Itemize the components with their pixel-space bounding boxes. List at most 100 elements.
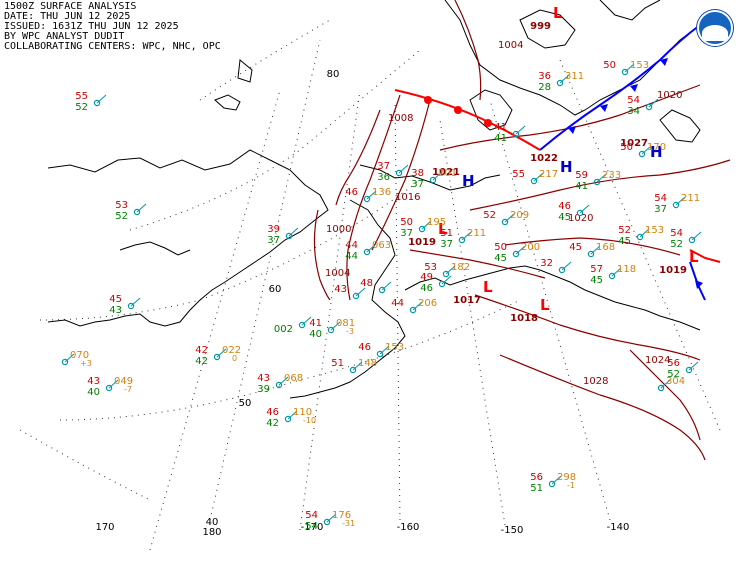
station-pressure: 022: [222, 345, 241, 356]
station-circle: [429, 176, 437, 184]
station-dewpoint: 52: [75, 102, 88, 113]
station-dewpoint: 42: [195, 356, 208, 367]
station-circle: [512, 250, 520, 258]
wind-barb: [691, 231, 702, 241]
wind-barb: [675, 196, 686, 206]
station-dewpoint: 45: [618, 236, 631, 247]
station-pressure: 233: [602, 170, 621, 181]
station-circle: [636, 233, 644, 241]
station-temperature: 54: [305, 510, 318, 521]
station-tendency: +3: [80, 359, 92, 368]
station-temperature: 54: [670, 228, 683, 239]
station-dewpoint: 28: [538, 82, 551, 93]
station-circle: [363, 248, 371, 256]
station-dewpoint: 37: [411, 179, 424, 190]
station-dewpoint: 52: [115, 211, 128, 222]
station-circle: [352, 292, 360, 300]
grid-label: 40: [206, 517, 219, 528]
station-circle: [395, 169, 403, 177]
station-tendency: 0: [232, 354, 237, 363]
wind-barb: [660, 379, 671, 389]
station-circle: [657, 384, 665, 392]
isobar-label: 1016: [395, 192, 420, 203]
station-tendency: -3: [346, 327, 354, 336]
wind-barb: [355, 287, 366, 297]
wind-barb: [648, 98, 659, 108]
station-circle: [458, 236, 466, 244]
station-plot: 43: [334, 284, 366, 300]
station-tendency: -7: [124, 385, 132, 394]
noaa-logo-bird-icon: [702, 25, 728, 41]
wind-barb: [64, 353, 75, 363]
wind-barb: [551, 475, 562, 485]
station-pressure: 153: [630, 60, 649, 71]
wind-barb: [108, 379, 119, 389]
station-circle: [512, 130, 520, 138]
station-pressure: 070: [70, 350, 89, 361]
station-plot: 070+3: [61, 350, 92, 368]
grid-label: -170: [301, 522, 324, 533]
wind-barb: [381, 281, 392, 291]
wind-barb: [579, 204, 590, 214]
station-temperature: 42: [195, 345, 208, 356]
low-pressure-center: L: [483, 278, 493, 296]
station-plot: 32: [540, 258, 572, 274]
station-plot: 53 182: [424, 262, 470, 278]
lat-lon-grid: [19, 19, 721, 551]
station-circle: [133, 208, 141, 216]
station-temperature: 53: [424, 262, 437, 273]
station-circle: [530, 177, 538, 185]
isobar-label: 1020: [568, 213, 593, 224]
station-temperature: 32: [540, 258, 553, 269]
wind-barb: [533, 172, 544, 182]
station-pressure: 211: [467, 228, 486, 239]
station-pressure: 153: [385, 342, 404, 353]
station-pressure: 118: [617, 264, 636, 275]
wind-barb: [590, 245, 601, 255]
wind-barb: [379, 345, 390, 355]
low-pressure-center: L: [689, 248, 699, 266]
station-dewpoint: 46: [420, 283, 433, 294]
station-circle: [608, 272, 616, 280]
wind-barb: [352, 361, 363, 371]
wind-barb: [515, 245, 526, 255]
isobar-label: 1000: [326, 224, 351, 235]
station-temperature: 49: [420, 272, 433, 283]
station-pressure: 110: [293, 407, 312, 418]
station-pressure: 311: [565, 71, 584, 82]
station-dewpoint: 37: [440, 239, 453, 250]
station-temperature: 44: [345, 240, 358, 251]
station-temperature: 46: [345, 187, 358, 198]
station-pressure: 304: [666, 376, 685, 387]
station-pressure: 206: [418, 298, 437, 309]
low-pressure-value: 1019: [408, 237, 436, 248]
station-plot: 55 217: [512, 169, 558, 185]
station-temperature: 55: [512, 169, 525, 180]
station-dewpoint: 45: [558, 212, 571, 223]
low-pressure-center: L: [553, 4, 563, 22]
station-dewpoint: 37: [400, 228, 413, 239]
wind-barb: [559, 74, 570, 84]
station-circle: [558, 266, 566, 274]
station-circle: [587, 250, 595, 258]
header-line-1: 1500Z SURFACE ANALYSIS: [4, 1, 137, 12]
station-circle: [285, 232, 293, 240]
low-pressure-value: 999: [530, 21, 551, 32]
station-circle: [376, 350, 384, 358]
station-temperature: 56: [667, 358, 680, 369]
station-circle: [275, 381, 283, 389]
station-temperature: 53: [115, 200, 128, 211]
wind-barb: [398, 164, 409, 174]
grid-label: -150: [501, 525, 524, 536]
wind-barb: [461, 231, 472, 241]
